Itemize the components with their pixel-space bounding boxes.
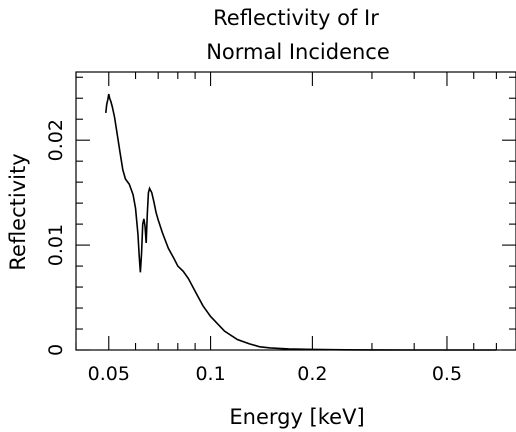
x-axis-label: Energy [keV] [229,405,364,429]
y-tick-label: 0 [45,344,67,356]
x-tick-label: 0.2 [297,363,327,385]
y-tick-label: 0.02 [45,119,67,161]
chart-title: Reflectivity of Ir [213,6,379,30]
y-axis-label: Reflectivity [6,153,30,270]
y-tick-label: 0.01 [45,224,67,266]
series-line-reflectivity [105,93,497,351]
x-tick-label: 0.5 [432,363,462,385]
tick-group [75,72,516,351]
x-tick-label: 0.05 [88,363,130,385]
chart-subtitle: Normal Incidence [206,40,390,64]
x-tick-label: 0.1 [195,363,225,385]
tick-label-group: 0.05 0.1 0.2 0.5 0 0.01 0.02 [45,119,462,385]
plot-frame [75,71,516,351]
